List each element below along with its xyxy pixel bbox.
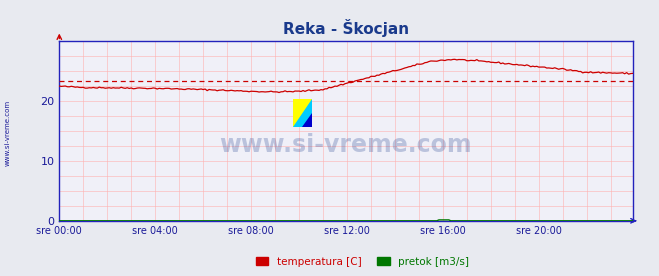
Polygon shape [293, 99, 312, 127]
Polygon shape [302, 113, 312, 127]
Title: Reka - Škocjan: Reka - Škocjan [283, 19, 409, 38]
Legend: temperatura [C], pretok [m3/s]: temperatura [C], pretok [m3/s] [252, 253, 473, 271]
Text: www.si-vreme.com: www.si-vreme.com [219, 134, 473, 157]
Text: www.si-vreme.com: www.si-vreme.com [5, 99, 11, 166]
Polygon shape [293, 99, 312, 127]
